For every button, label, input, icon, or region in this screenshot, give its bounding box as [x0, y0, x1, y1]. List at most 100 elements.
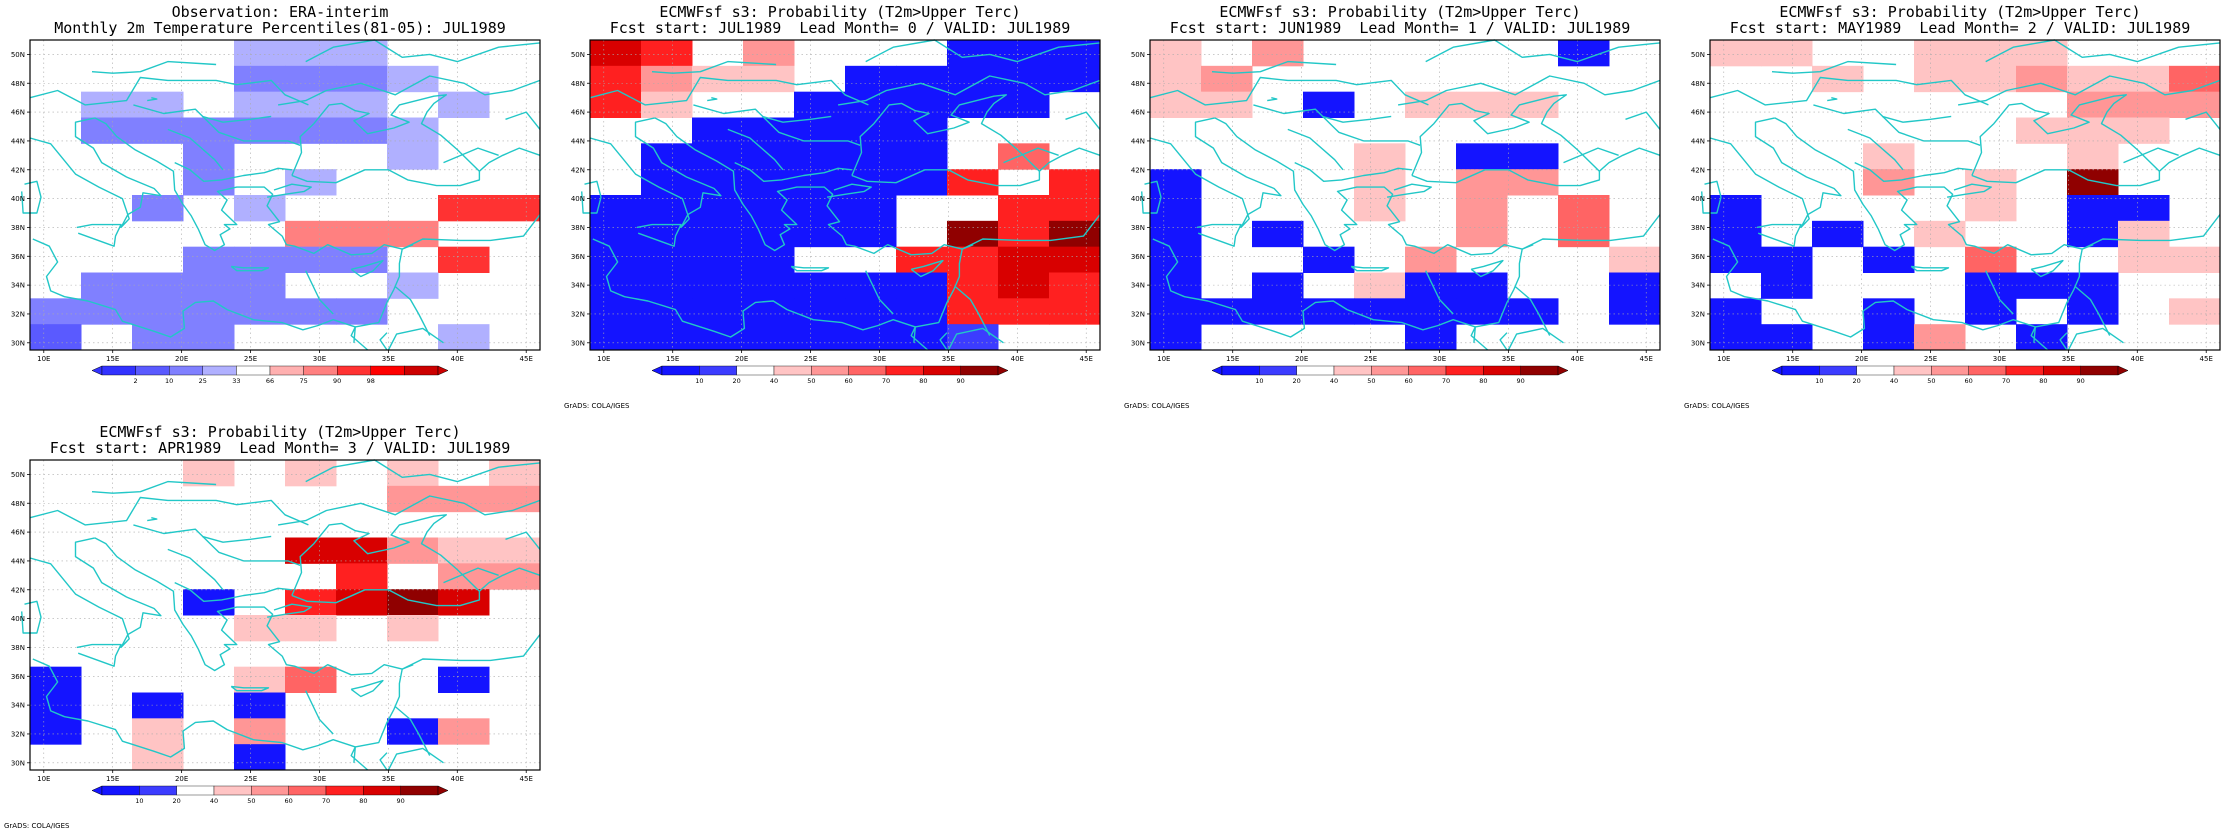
- anomaly-cell: [1049, 298, 1101, 325]
- x-tick-label: 10E: [1717, 355, 1730, 363]
- anomaly-cell: [1863, 143, 1915, 170]
- anomaly-cell: [336, 589, 388, 616]
- anomaly-cell: [438, 195, 490, 222]
- y-tick-label: 36N: [11, 253, 25, 261]
- colorbar-segment: [135, 365, 170, 376]
- y-tick-label: 32N: [11, 310, 25, 318]
- y-tick-label: 34N: [1691, 282, 1705, 290]
- anomaly-cell: [234, 117, 286, 144]
- coastline: [910, 259, 944, 278]
- anomaly-cell: [81, 117, 133, 144]
- colorbar-segment: [1221, 365, 1260, 376]
- coastline: [762, 115, 832, 123]
- anomaly-cell: [387, 485, 439, 513]
- anomaly-cell: [590, 324, 642, 351]
- y-tick-label: 44N: [11, 137, 25, 145]
- coastline: [734, 161, 852, 183]
- anomaly-cell: [132, 324, 184, 351]
- anomaly-cell: [1354, 195, 1406, 222]
- coastline: [865, 39, 1101, 63]
- anomaly-cell: [1507, 91, 1559, 118]
- coastline: [1211, 60, 1337, 74]
- x-tick-label: 30E: [873, 355, 886, 363]
- colorbar-label: 10: [135, 797, 143, 805]
- anomaly-cell: [234, 615, 286, 642]
- coastline: [1141, 180, 1162, 214]
- anomaly-cell: [590, 272, 642, 299]
- coastline: [76, 223, 122, 247]
- x-tick-label: 45E: [520, 355, 533, 363]
- coastline: [1425, 270, 1454, 315]
- coastline: [21, 180, 42, 214]
- coastline: [133, 104, 301, 146]
- anomaly-cell: [947, 91, 999, 118]
- map-frame: [589, 39, 1101, 351]
- x-tick-label: 35E: [382, 355, 395, 363]
- anomaly-cell: [641, 298, 693, 325]
- anomaly-cell: [387, 537, 439, 564]
- anomaly-cell: [489, 563, 541, 590]
- colorbar-segment: [1520, 365, 1559, 376]
- colorbar-arrow-high: [1557, 365, 1569, 376]
- colorbar-segment: [370, 365, 405, 376]
- anomaly-cell: [590, 220, 642, 248]
- x-tick-label: 45E: [520, 775, 533, 783]
- x-tick-label: 45E: [1080, 355, 1093, 363]
- x-tick-label: 10E: [37, 775, 50, 783]
- anomaly-cell: [1303, 298, 1355, 325]
- y-tick-label: 40N: [11, 615, 25, 623]
- anomaly-cell: [794, 143, 846, 170]
- y-tick-label: 32N: [1131, 310, 1145, 318]
- y-tick-label: 48N: [571, 80, 585, 88]
- coastline: [2030, 259, 2064, 278]
- coastline: [1065, 111, 1101, 130]
- colorbar-segment: [288, 785, 327, 796]
- x-tick-label: 25E: [1364, 355, 1377, 363]
- anomaly-cell: [641, 65, 693, 93]
- anomaly-cell: [845, 143, 897, 170]
- coastline: [1470, 326, 1489, 351]
- x-tick-label: 15E: [106, 775, 119, 783]
- colorbar-segment: [1483, 365, 1521, 376]
- anomaly-cell: [1609, 272, 1661, 299]
- anomaly-cell: [438, 324, 490, 351]
- grads-credit: GrADS: COLA/IGES: [4, 822, 70, 830]
- anomaly-cell: [489, 485, 541, 513]
- map-plot: 50N 48N 46N 44N 42N 40N 38N 36N 34N 32N 30N 10E 15E 2…: [1691, 39, 2221, 385]
- y-tick-label: 42N: [1691, 166, 1705, 174]
- coastline: [1957, 75, 2221, 106]
- coastline: [443, 567, 499, 584]
- coastline: [1350, 265, 1390, 272]
- colorbar-segment: [236, 365, 271, 376]
- coastline: [589, 117, 722, 229]
- coastline: [2123, 147, 2179, 164]
- coastline: [947, 327, 1004, 351]
- anomaly-cell: [336, 220, 388, 248]
- anomaly-cell: [234, 666, 286, 693]
- anomaly-cell: [387, 272, 439, 299]
- x-tick-label: 10E: [597, 355, 610, 363]
- coastline: [1709, 76, 1989, 106]
- colorbar-segment: [885, 365, 924, 376]
- anomaly-cell: [1863, 246, 1915, 273]
- coastline: [478, 147, 541, 172]
- anomaly-cell: [1965, 65, 2017, 93]
- anomaly-cell: [1150, 272, 1202, 299]
- colorbar-label: 90: [397, 797, 405, 805]
- anomaly-cell: [1761, 246, 1813, 273]
- anomaly-cell: [1558, 195, 1610, 222]
- coastline: [21, 600, 42, 634]
- anomaly-cell: [285, 117, 337, 144]
- y-tick-label: 34N: [1131, 282, 1145, 290]
- colorbar-segment: [404, 365, 439, 376]
- anomaly-cell: [285, 460, 337, 487]
- anomaly-cell: [234, 195, 286, 222]
- anomaly-cell: [590, 298, 642, 325]
- anomaly-cell: [2169, 91, 2221, 118]
- coastline: [1425, 39, 1661, 63]
- anomaly-cell: [387, 117, 439, 144]
- anomaly-cell: [743, 298, 795, 325]
- coastline: [1152, 117, 1523, 338]
- coastline: [1701, 180, 1722, 214]
- colorbar-label: 20: [1293, 377, 1301, 385]
